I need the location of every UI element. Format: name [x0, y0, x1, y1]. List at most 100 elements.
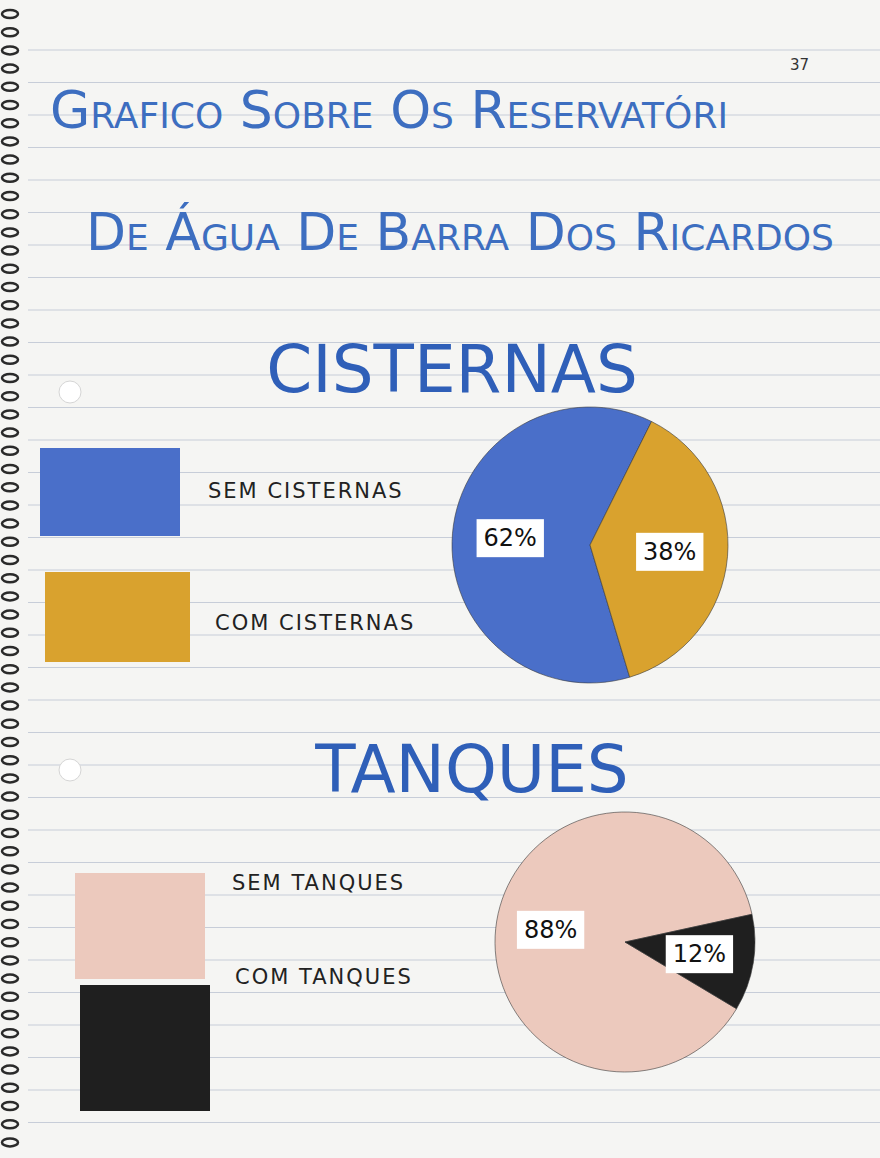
notebook-page: 37Grafico Sobre Os ReservatóriDe Água De… [0, 0, 880, 1158]
data-label-box [636, 533, 703, 571]
spiral-ring [2, 374, 18, 382]
ruled-line [28, 440, 880, 441]
spiral-ring [2, 1084, 18, 1092]
spiral-ring [2, 574, 18, 582]
spiral-ring [2, 1102, 18, 1110]
pie-slice [495, 812, 752, 1072]
spiral-ring [2, 902, 18, 910]
spiral-ring [2, 119, 18, 127]
ruled-line [28, 1122, 880, 1123]
spiral-ring [2, 283, 18, 291]
slice-group [495, 812, 755, 1072]
pie-chart: TANQUES88%12%SEM TANQUESCOM TANQUES [75, 731, 755, 1111]
spiral-ring [2, 447, 18, 455]
slice-group [452, 407, 728, 683]
ruled-line [28, 147, 880, 148]
spiral-ring [2, 174, 18, 182]
spiral-ring [2, 811, 18, 819]
spiral-ring [2, 975, 18, 983]
ruled-line [28, 310, 880, 311]
data-label: 88% [517, 911, 584, 949]
pie-slice [590, 421, 728, 677]
spiral-ring [2, 1066, 18, 1074]
spiral-ring [2, 683, 18, 691]
spiral-ring [2, 592, 18, 600]
ruled-line [28, 862, 880, 863]
spiral-ring [2, 28, 18, 36]
spiral-ring [2, 1047, 18, 1055]
data-label-text: 12% [673, 940, 726, 968]
spiral-ring [2, 720, 18, 728]
spiral-ring [2, 247, 18, 255]
spiral-ring [2, 429, 18, 437]
spiral-ring [2, 501, 18, 509]
spiral-ring [2, 156, 18, 164]
spiral-ring [2, 192, 18, 200]
page-number: 37 [790, 56, 809, 74]
spiral-ring [2, 847, 18, 855]
pie-slices [452, 407, 728, 683]
spiral-ring [2, 46, 18, 54]
binder-hole [59, 759, 81, 781]
spiral-ring [2, 228, 18, 236]
spiral-ring [2, 101, 18, 109]
ruled-line [28, 50, 880, 51]
spiral-ring [2, 1011, 18, 1019]
data-label-text: 38% [643, 538, 696, 566]
spiral-ring [2, 210, 18, 218]
spiral-ring [2, 356, 18, 364]
ruled-line [28, 700, 880, 701]
spiral-ring [2, 938, 18, 946]
pie-slices [495, 812, 755, 1072]
data-label: 12% [666, 935, 733, 973]
binder-hole [59, 381, 81, 403]
spiral-ring [2, 137, 18, 145]
spiral [2, 10, 18, 1146]
spiral-ring [2, 647, 18, 655]
legend: SEM TANQUES COM TANQUES [75, 871, 413, 1111]
spiral-ring [2, 338, 18, 346]
spiral-ring [2, 865, 18, 873]
spiral-ring [2, 483, 18, 491]
data-label-box [517, 911, 584, 949]
data-label-text: 88% [524, 916, 577, 944]
spiral-ring [2, 1138, 18, 1146]
legend-swatch [75, 873, 205, 979]
spiral-ring [2, 956, 18, 964]
spiral-ring [2, 611, 18, 619]
spiral-ring [2, 793, 18, 801]
spiral-ring [2, 265, 18, 273]
legend-label: SEM CISTERNAS [208, 479, 404, 503]
spiral-ring [2, 410, 18, 418]
spiral-ring [2, 465, 18, 473]
pie-slice [625, 914, 755, 1008]
spiral-ring [2, 629, 18, 637]
ruled-line [28, 180, 880, 181]
spiral-ring [2, 756, 18, 764]
spiral-ring [2, 738, 18, 746]
spiral-ring [2, 774, 18, 782]
legend-label: SEM TANQUES [232, 871, 405, 895]
legend-label: COM TANQUES [235, 965, 413, 989]
spiral-ring [2, 65, 18, 73]
spiral-ring [2, 301, 18, 309]
spiral-ring [2, 319, 18, 327]
spiral-ring [2, 829, 18, 837]
spiral-ring [2, 1029, 18, 1037]
spiral-ring [2, 392, 18, 400]
pie-chart: CISTERNAS62%38%SEM CISTERNASCOM CISTERNA… [40, 331, 728, 683]
ruled-line [28, 830, 880, 831]
spiral-ring [2, 10, 18, 18]
data-label: 38% [636, 533, 703, 571]
spiral-ring [2, 993, 18, 1001]
legend-swatch [80, 985, 210, 1111]
spiral-ring [2, 920, 18, 928]
paper [0, 0, 880, 1158]
data-label-text: 62% [484, 524, 537, 552]
spiral-ring [2, 83, 18, 91]
data-label-box [666, 935, 733, 973]
page-title: Grafico Sobre Os Reservatóri [50, 80, 728, 140]
page: 37Grafico Sobre Os ReservatóriDe Água De… [0, 0, 880, 1158]
legend: SEM CISTERNASCOM CISTERNAS [40, 448, 415, 662]
spiral-ring [2, 702, 18, 710]
